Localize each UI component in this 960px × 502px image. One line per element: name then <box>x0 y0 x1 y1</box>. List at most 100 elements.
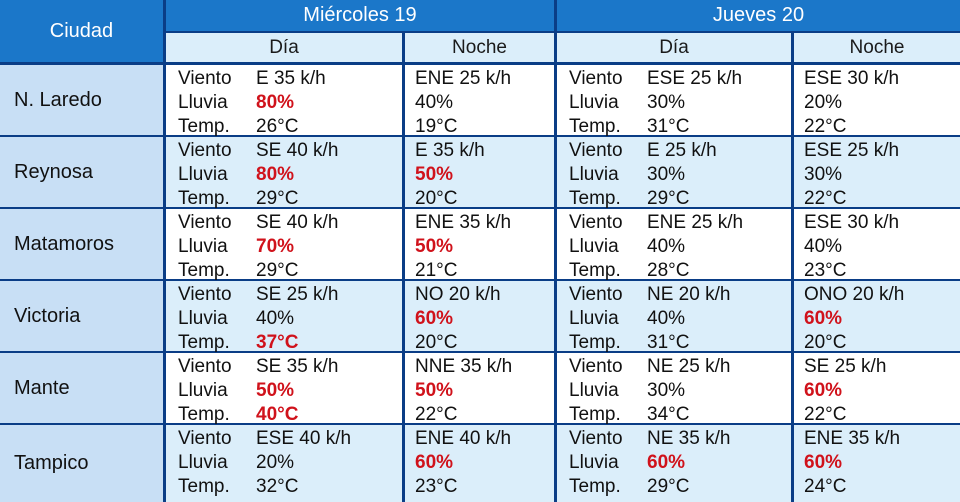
temp-line: Temp. 37°C <box>178 331 402 355</box>
temp-line: Temp. 26°C <box>178 115 402 139</box>
rain-line: 60% <box>804 451 960 475</box>
temp-line: Temp. 28°C <box>569 259 791 283</box>
temp-line: 23°C <box>804 259 960 283</box>
rain-value: 40% <box>256 308 295 329</box>
rain-line: Lluvia 40% <box>178 307 402 331</box>
wind-label: Viento <box>569 212 623 233</box>
city-name: Matamoros <box>0 209 163 279</box>
rain-line: 40% <box>804 235 960 259</box>
wind-line: NNE 35 k/h <box>415 355 554 379</box>
wind-label: Viento <box>569 428 623 449</box>
wind-line: Viento E 35 k/h <box>178 67 402 91</box>
forecast-cell: Viento NE 20 k/h Lluvia 40% Temp. 31°C <box>557 281 791 353</box>
rain-line: Lluvia 40% <box>569 235 791 259</box>
wind-value: SE 40 k/h <box>256 140 339 161</box>
temp-line: Temp. 29°C <box>569 475 791 499</box>
temp-line: 22°C <box>804 403 960 427</box>
temp-value: 20°C <box>804 332 847 353</box>
forecast-cell: Viento NE 35 k/h Lluvia 60% Temp. 29°C <box>557 425 791 502</box>
wind-label: Viento <box>178 140 232 161</box>
wind-line: SE 25 k/h <box>804 355 960 379</box>
city-name: Tampico <box>0 425 163 502</box>
rain-value: 30% <box>647 164 686 185</box>
rain-label: Lluvia <box>178 452 228 473</box>
wind-line: Viento E 25 k/h <box>569 139 791 163</box>
temp-label: Temp. <box>569 476 621 497</box>
city-column-header: Ciudad <box>0 0 163 62</box>
wind-line: Viento ENE 25 k/h <box>569 211 791 235</box>
rain-value: 80% <box>256 92 295 113</box>
rain-label: Lluvia <box>569 380 619 401</box>
wind-value: ENE 25 k/h <box>415 68 512 89</box>
rain-value: 60% <box>804 308 843 329</box>
temp-line: 20°C <box>415 187 554 211</box>
forecast-cell: ENE 35 k/h 50% 21°C <box>405 209 554 281</box>
wind-value: SE 25 k/h <box>804 356 887 377</box>
rain-value: 40% <box>647 308 686 329</box>
rain-value: 60% <box>415 452 454 473</box>
rain-line: 30% <box>804 163 960 187</box>
temp-value: 22°C <box>804 404 847 425</box>
temp-value: 20°C <box>415 188 458 209</box>
rain-label: Lluvia <box>569 308 619 329</box>
forecast-cell: Viento ENE 25 k/h Lluvia 40% Temp. 28°C <box>557 209 791 281</box>
temp-label: Temp. <box>178 116 230 137</box>
wind-line: ENE 35 k/h <box>804 427 960 451</box>
rain-value: 60% <box>804 380 843 401</box>
wind-value: ENE 25 k/h <box>647 212 744 233</box>
temp-value: 21°C <box>415 260 458 281</box>
temp-line: 23°C <box>415 475 554 499</box>
forecast-cell: Viento ESE 40 k/h Lluvia 20% Temp. 32°C <box>166 425 402 502</box>
temp-label: Temp. <box>569 188 621 209</box>
rain-label: Lluvia <box>178 236 228 257</box>
rain-label: Lluvia <box>178 164 228 185</box>
wind-value: SE 25 k/h <box>256 284 339 305</box>
temp-label: Temp. <box>569 116 621 137</box>
wind-value: ENE 35 k/h <box>415 212 512 233</box>
rain-line: 40% <box>415 91 554 115</box>
temp-line: 20°C <box>804 331 960 355</box>
wind-line: Viento SE 40 k/h <box>178 139 402 163</box>
wind-line: E 35 k/h <box>415 139 554 163</box>
temp-line: 20°C <box>415 331 554 355</box>
rain-line: 20% <box>804 91 960 115</box>
rain-line: Lluvia 40% <box>569 307 791 331</box>
wind-line: Viento SE 35 k/h <box>178 355 402 379</box>
wind-line: Viento NE 25 k/h <box>569 355 791 379</box>
rain-value: 60% <box>415 308 454 329</box>
wind-value: SE 35 k/h <box>256 356 339 377</box>
rain-value: 50% <box>415 380 454 401</box>
wind-value: NNE 35 k/h <box>415 356 513 377</box>
temp-line: 19°C <box>415 115 554 139</box>
wind-line: ENE 25 k/h <box>415 67 554 91</box>
rain-value: 70% <box>256 236 295 257</box>
forecast-cell: Viento SE 35 k/h Lluvia 50% Temp. 40°C <box>166 353 402 425</box>
rain-value: 50% <box>256 380 295 401</box>
rain-value: 40% <box>415 92 454 113</box>
rain-label: Lluvia <box>569 452 619 473</box>
night-subheader: Noche <box>405 33 554 62</box>
forecast-cell: Viento SE 40 k/h Lluvia 80% Temp. 29°C <box>166 137 402 209</box>
wind-label: Viento <box>569 356 623 377</box>
rain-line: Lluvia 30% <box>569 163 791 187</box>
wind-label: Viento <box>569 284 623 305</box>
temp-label: Temp. <box>569 404 621 425</box>
temp-value: 23°C <box>415 476 458 497</box>
rain-line: 60% <box>804 307 960 331</box>
forecast-cell: Viento NE 25 k/h Lluvia 30% Temp. 34°C <box>557 353 791 425</box>
rain-value: 80% <box>256 164 295 185</box>
forecast-cell: ENE 40 k/h 60% 23°C <box>405 425 554 502</box>
temp-value: 29°C <box>256 188 299 209</box>
wind-value: ESE 30 k/h <box>804 68 900 89</box>
temp-value: 29°C <box>647 476 690 497</box>
rain-line: Lluvia 80% <box>178 91 402 115</box>
wind-label: Viento <box>178 68 232 89</box>
rain-label: Lluvia <box>569 164 619 185</box>
rain-value: 30% <box>647 92 686 113</box>
wind-value: NE 25 k/h <box>647 356 731 377</box>
wind-line: Viento SE 25 k/h <box>178 283 402 307</box>
temp-line: Temp. 29°C <box>178 259 402 283</box>
forecast-cell: Viento SE 25 k/h Lluvia 40% Temp. 37°C <box>166 281 402 353</box>
temp-value: 24°C <box>804 476 847 497</box>
